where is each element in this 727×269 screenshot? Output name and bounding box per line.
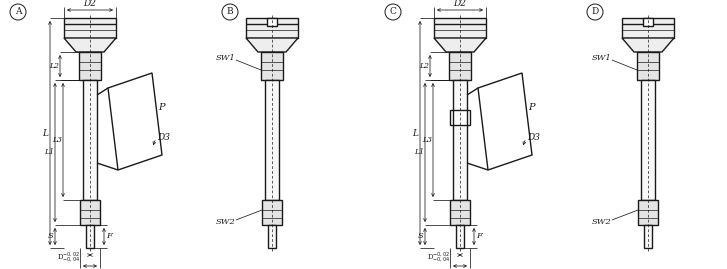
Text: SW1: SW1 xyxy=(593,54,612,62)
Polygon shape xyxy=(478,73,532,170)
Text: D3: D3 xyxy=(527,133,540,143)
Bar xyxy=(64,18,116,38)
Circle shape xyxy=(10,4,26,20)
Text: D: D xyxy=(591,8,598,16)
Text: D3: D3 xyxy=(157,133,170,143)
Text: D$^{-0,02}_{-0,04}$: D$^{-0,02}_{-0,04}$ xyxy=(427,250,450,264)
Text: D2: D2 xyxy=(454,0,467,9)
Bar xyxy=(643,18,653,26)
Bar xyxy=(456,225,464,248)
Bar xyxy=(79,52,101,80)
Bar xyxy=(268,225,276,248)
Bar xyxy=(622,18,674,38)
Polygon shape xyxy=(622,38,674,52)
Text: A: A xyxy=(15,8,21,16)
Bar xyxy=(246,18,298,38)
Polygon shape xyxy=(434,38,486,52)
Text: B: B xyxy=(227,8,233,16)
Bar xyxy=(450,200,470,225)
Text: L: L xyxy=(412,129,418,137)
Text: L2: L2 xyxy=(419,62,429,70)
Circle shape xyxy=(587,4,603,20)
Text: L3: L3 xyxy=(52,136,62,144)
Text: L1: L1 xyxy=(414,148,424,156)
Text: L1: L1 xyxy=(44,148,54,156)
Circle shape xyxy=(385,4,401,20)
Text: D1: D1 xyxy=(84,268,97,269)
Bar xyxy=(450,110,470,125)
Bar xyxy=(80,200,100,225)
Text: L: L xyxy=(42,129,48,137)
Polygon shape xyxy=(64,38,116,52)
Text: D1: D1 xyxy=(454,268,467,269)
Bar xyxy=(262,200,282,225)
Bar xyxy=(434,18,486,38)
Bar xyxy=(265,80,279,200)
Text: D2: D2 xyxy=(84,0,97,9)
Bar xyxy=(641,80,655,200)
Text: D$^{-0,02}_{-0,04}$: D$^{-0,02}_{-0,04}$ xyxy=(57,250,80,264)
Circle shape xyxy=(222,4,238,20)
Text: F: F xyxy=(476,232,482,240)
Bar xyxy=(637,52,659,80)
Text: S: S xyxy=(418,232,424,240)
Bar xyxy=(261,52,283,80)
Text: S: S xyxy=(48,232,54,240)
Text: L3: L3 xyxy=(422,136,432,144)
Bar xyxy=(86,225,94,248)
Text: F: F xyxy=(106,232,112,240)
Polygon shape xyxy=(246,38,298,52)
Bar xyxy=(83,80,97,200)
Bar xyxy=(638,200,658,225)
Bar xyxy=(453,80,467,200)
Text: C: C xyxy=(390,8,396,16)
Text: P: P xyxy=(528,104,534,112)
Text: SW2: SW2 xyxy=(216,218,236,226)
Text: L2: L2 xyxy=(49,62,59,70)
Text: SW2: SW2 xyxy=(593,218,612,226)
Bar xyxy=(449,52,471,80)
Text: SW1: SW1 xyxy=(216,54,236,62)
Polygon shape xyxy=(108,73,162,170)
Bar xyxy=(644,225,652,248)
Text: P: P xyxy=(158,104,164,112)
Bar xyxy=(267,18,277,26)
